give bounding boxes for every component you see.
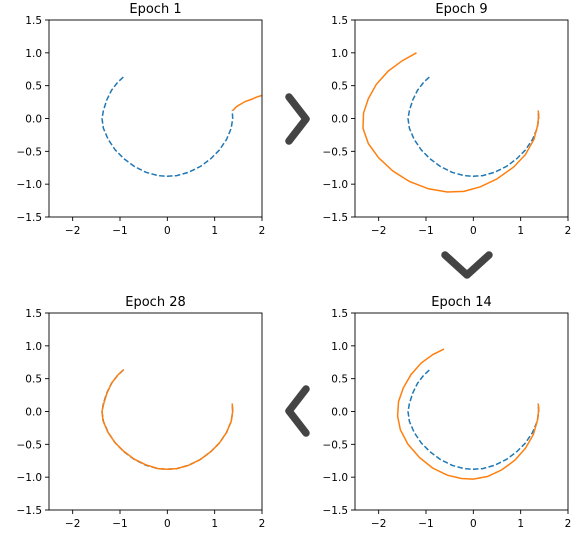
x-tick-label: 1 [517,225,524,237]
y-tick-label: 1.5 [331,308,348,320]
y-tick-label: −1.0 [323,472,349,484]
series-line-solid [362,52,540,193]
subplot-title: Epoch 9 [435,2,487,17]
y-tick-label: 1.5 [25,15,42,27]
y-tick-label: 0.5 [331,81,348,93]
y-tick-label: −1.5 [323,505,349,517]
series-line-dashed [407,369,540,471]
x-tick-label: 0 [164,518,171,530]
x-tick-label: 2 [259,225,266,237]
chevron-right-icon [285,93,310,145]
y-tick-label: 0.5 [25,374,42,386]
subplot-3: Epoch 28 −2 −1 0 1 2 −1.5 −1.0 −0.5 0.0 0.5 1.0 1.5 [17,295,266,530]
y-tick-label: −1.5 [17,505,43,517]
chevron-down-icon [441,251,493,279]
series-line-dashed [407,76,540,178]
x-tick-label: 2 [565,225,572,237]
series-line-solid [232,94,262,112]
y-tick-label: −1.5 [17,212,43,224]
y-tick-label: 1.5 [25,308,42,320]
y-tick-label: 1.0 [331,48,348,60]
y-tick-label: −1.0 [17,179,43,191]
subplot-title: Epoch 1 [129,2,181,17]
y-tick-label: 0.5 [331,374,348,386]
x-tick-label: −1 [112,518,127,530]
x-tick-label: −1 [112,225,127,237]
x-tick-label: −1 [418,518,433,530]
subplot-title: Epoch 28 [125,295,185,310]
series-line-solid [101,368,234,471]
axes-frame [354,312,569,511]
y-tick-label: −1.0 [323,179,349,191]
subplot-title: Epoch 14 [431,295,491,310]
y-tick-label: 1.0 [25,341,42,353]
chevron-left-icon [285,385,310,437]
y-tick-label: 1.5 [331,15,348,27]
y-tick-label: 0.5 [25,81,42,93]
x-tick-label: 1 [517,518,524,530]
y-tick-label: 0.0 [331,114,348,126]
y-tick-label: −1.0 [17,472,43,484]
series-line-dashed [101,369,234,471]
x-tick-label: 2 [565,518,572,530]
axes-frame [354,19,569,218]
x-tick-label: −2 [65,518,80,530]
x-tick-label: 1 [211,518,218,530]
x-tick-label: −1 [418,225,433,237]
axes-frame [48,19,263,218]
y-tick-label: 0.0 [331,407,348,419]
x-tick-label: 2 [259,518,266,530]
y-tick-label: −0.5 [323,146,349,158]
y-tick-label: 0.0 [25,114,42,126]
x-tick-label: −2 [371,225,386,237]
x-tick-label: 1 [211,225,218,237]
subplot-1: Epoch 1 −2 −1 0 1 2 −1.5 −1.0 −0.5 0.0 0.5 1.0 1.5 [17,2,266,237]
y-tick-label: −0.5 [323,439,349,451]
y-tick-label: −0.5 [17,146,43,158]
y-tick-label: −1.5 [323,212,349,224]
series-line-solid [396,348,540,480]
series-line-dashed [101,76,234,178]
x-tick-label: 0 [470,518,477,530]
subplot-4: Epoch 14 −2 −1 0 1 2 −1.5 −1.0 −0.5 0.0 0.5 1.0 1.5 [323,295,572,530]
x-tick-label: 0 [164,225,171,237]
y-tick-label: 1.0 [25,48,42,60]
y-tick-label: 0.0 [25,407,42,419]
x-tick-label: −2 [65,225,80,237]
x-tick-label: −2 [371,518,386,530]
subplot-2: Epoch 9 −2 −1 0 1 2 −1.5 −1.0 −0.5 0.0 0.5 1.0 1.5 [323,2,572,237]
y-tick-label: −0.5 [17,439,43,451]
y-tick-label: 1.0 [331,341,348,353]
axes-frame [48,312,263,511]
x-tick-label: 0 [470,225,477,237]
